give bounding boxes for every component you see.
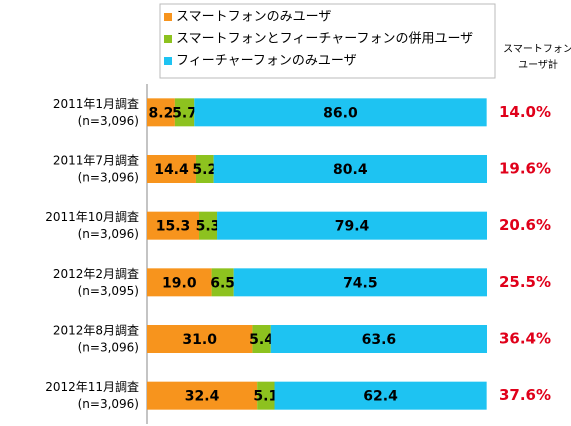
category-label: 2011年7月調査 <box>53 154 139 168</box>
category-note: (n=3,096) <box>78 171 139 185</box>
value-label: 31.0 <box>182 332 217 348</box>
category-label: 2012年2月調査 <box>53 267 139 281</box>
bar-segment <box>174 98 195 127</box>
bar-segment <box>147 211 200 240</box>
category-note: (n=3,096) <box>78 341 139 355</box>
value-label: 5.4 <box>249 332 274 348</box>
legend-label: スマートフォンのみユーザ <box>176 10 331 25</box>
bar-segment <box>211 268 234 297</box>
legend-box <box>159 3 496 79</box>
legend-swatch <box>164 13 172 21</box>
bar-segment <box>233 268 487 297</box>
value-label: 32.4 <box>185 389 220 405</box>
category-label: 2012年8月調査 <box>53 324 139 338</box>
category-label: 2011年10月調査 <box>45 210 139 224</box>
value-label: 5.7 <box>172 105 197 121</box>
value-label: 63.6 <box>362 332 397 348</box>
value-label: 62.4 <box>363 389 398 405</box>
legend-swatch <box>164 57 172 65</box>
legend-label: スマートフォンとフィーチャーフォンの併用ユーザ <box>176 32 473 47</box>
total-label: 37.6% <box>499 386 551 404</box>
total-label: 19.6% <box>499 160 551 178</box>
bar-segment <box>270 325 487 353</box>
category-note: (n=3,096) <box>78 397 139 411</box>
value-label: 79.4 <box>335 219 370 235</box>
value-label: 5.1 <box>253 389 278 405</box>
value-label: 15.3 <box>156 219 191 235</box>
bar-segment <box>147 155 196 183</box>
legend-label: フィーチャーフォンのみユーザ <box>176 54 357 69</box>
value-label: 86.0 <box>323 105 358 121</box>
bar-segment <box>252 325 271 353</box>
category-note: (n=3,096) <box>78 114 139 128</box>
bar-segment <box>217 211 488 240</box>
value-label: 14.4 <box>154 162 189 178</box>
total-label: 14.0% <box>499 103 551 121</box>
value-label: 74.5 <box>343 275 378 291</box>
value-label: 5.2 <box>192 162 217 178</box>
bar-segment <box>274 381 487 410</box>
totals-header: ユーザ計 <box>518 58 558 71</box>
total-label: 36.4% <box>499 330 551 348</box>
total-label: 25.5% <box>499 273 551 291</box>
category-note: (n=3,096) <box>78 227 139 241</box>
total-label: 20.6% <box>499 216 551 234</box>
value-label: 5.3 <box>196 219 221 235</box>
value-label: 6.5 <box>210 275 235 291</box>
bar-segment <box>147 98 175 127</box>
bar-segment <box>147 268 212 297</box>
bar-segment <box>213 155 487 183</box>
category-note: (n=3,095) <box>78 284 139 298</box>
bar-segment <box>257 381 275 410</box>
value-label: 19.0 <box>162 275 197 291</box>
bar-segment <box>147 325 253 353</box>
totals-header: スマートフォン <box>503 44 571 55</box>
legend-swatch <box>164 35 172 43</box>
value-label: 80.4 <box>333 162 368 178</box>
category-label: 2012年11月調査 <box>45 380 139 394</box>
bar-segment <box>199 211 218 240</box>
bar-segment <box>195 155 214 183</box>
bar-segment <box>194 98 487 127</box>
bar-segment <box>147 381 258 410</box>
category-label: 2011年1月調査 <box>53 97 139 111</box>
value-label: 8.2 <box>149 105 174 121</box>
